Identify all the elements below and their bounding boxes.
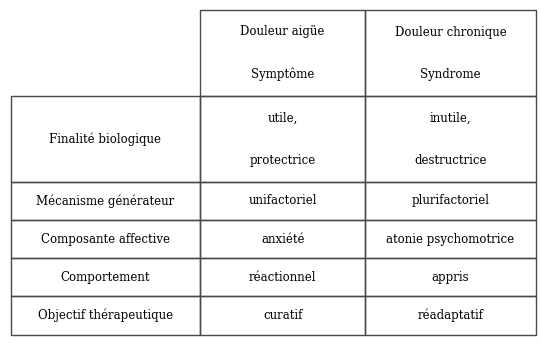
Bar bbox=[365, 258, 536, 296]
Text: réactionnel: réactionnel bbox=[249, 271, 316, 284]
Text: réadaptatif: réadaptatif bbox=[418, 309, 483, 322]
Text: plurifactoriel: plurifactoriel bbox=[411, 195, 490, 207]
Text: Mécanisme générateur: Mécanisme générateur bbox=[36, 194, 175, 208]
Bar bbox=[11, 220, 200, 258]
Text: Douleur chronique

Syndrome: Douleur chronique Syndrome bbox=[394, 26, 506, 81]
Bar bbox=[365, 182, 536, 220]
Text: anxiété: anxiété bbox=[261, 233, 305, 246]
Bar bbox=[200, 10, 365, 96]
Bar bbox=[365, 96, 536, 182]
Bar bbox=[200, 296, 365, 335]
Text: Douleur aigüe

Symptôme: Douleur aigüe Symptôme bbox=[241, 25, 325, 81]
Text: appris: appris bbox=[432, 271, 469, 284]
Bar bbox=[200, 96, 365, 182]
Bar bbox=[11, 296, 200, 335]
Text: Objectif thérapeutique: Objectif thérapeutique bbox=[38, 309, 173, 322]
Bar bbox=[200, 220, 365, 258]
Bar bbox=[11, 182, 200, 220]
Bar bbox=[365, 296, 536, 335]
Text: Comportement: Comportement bbox=[61, 271, 150, 284]
Text: inutile,

destructrice: inutile, destructrice bbox=[414, 111, 487, 167]
Bar bbox=[11, 258, 200, 296]
Text: Finalité biologique: Finalité biologique bbox=[49, 132, 162, 146]
Bar bbox=[200, 258, 365, 296]
Text: Composante affective: Composante affective bbox=[41, 233, 170, 246]
Text: curatif: curatif bbox=[263, 309, 302, 322]
Bar bbox=[365, 220, 536, 258]
Text: utile,

protectrice: utile, protectrice bbox=[249, 111, 316, 167]
Bar bbox=[11, 96, 200, 182]
Bar bbox=[200, 182, 365, 220]
Bar bbox=[365, 10, 536, 96]
Text: unifactoriel: unifactoriel bbox=[248, 195, 317, 207]
Text: atonie psychomotrice: atonie psychomotrice bbox=[386, 233, 514, 246]
